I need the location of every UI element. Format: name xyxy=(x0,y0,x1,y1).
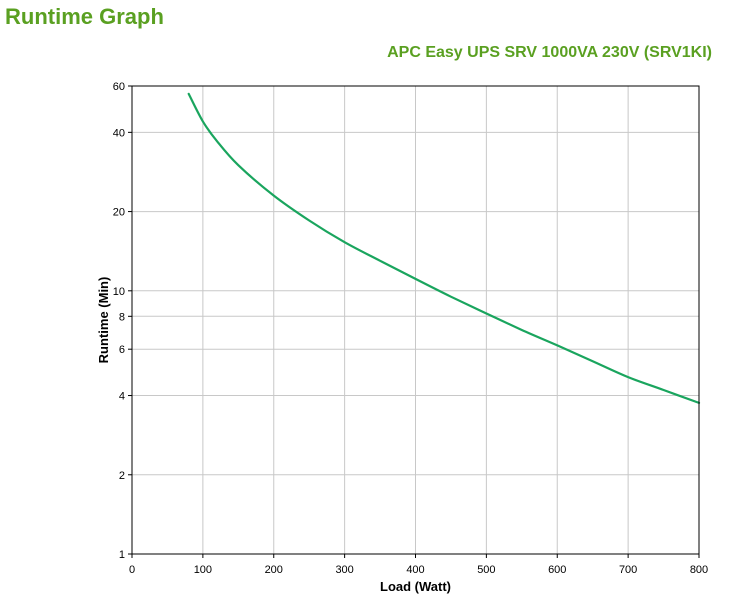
y-axis: 1 2 4 6 8 10 20 40 60 xyxy=(113,81,132,561)
runtime-curve xyxy=(187,92,701,404)
y-tick-label: 20 xyxy=(113,207,125,219)
x-tick-label: 0 xyxy=(129,564,135,576)
x-tick-label: 400 xyxy=(406,564,424,576)
y-tick-label: 4 xyxy=(119,391,125,403)
y-tick-label: 10 xyxy=(113,286,125,298)
x-tick-label: 700 xyxy=(619,564,637,576)
y-tick-label: 1 xyxy=(119,549,125,561)
x-tick-label: 600 xyxy=(548,564,566,576)
page-title: Runtime Graph xyxy=(5,4,164,29)
y-tick-label: 60 xyxy=(113,81,125,93)
x-tick-label: 300 xyxy=(335,564,353,576)
y-tick-label: 2 xyxy=(119,470,125,482)
y-tick-label: 6 xyxy=(119,344,125,356)
chart-title: APC Easy UPS SRV 1000VA 230V (SRV1KI) xyxy=(387,44,712,61)
x-tick-label: 500 xyxy=(477,564,495,576)
x-tick-label: 200 xyxy=(265,564,283,576)
x-axis-title: Load (Watt) xyxy=(380,579,451,594)
x-tick-label: 100 xyxy=(194,564,212,576)
y-axis-title: Runtime (Min) xyxy=(96,277,111,364)
gridlines xyxy=(132,86,699,554)
x-axis: 0 100 200 300 400 500 600 700 800 xyxy=(129,554,708,576)
x-tick-label: 800 xyxy=(690,564,708,576)
y-tick-label: 40 xyxy=(113,127,125,139)
y-tick-label: 8 xyxy=(119,311,125,323)
